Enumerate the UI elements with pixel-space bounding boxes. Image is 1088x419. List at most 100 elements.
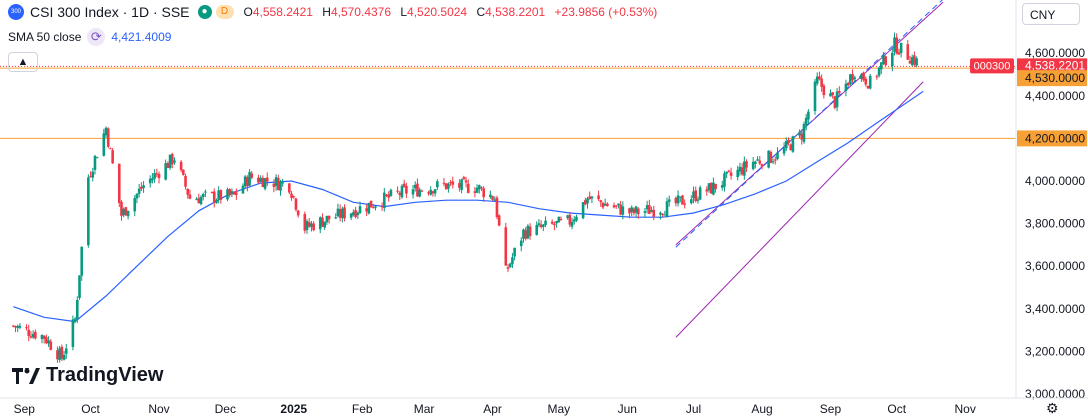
candle [519,237,523,252]
candle [813,78,817,115]
candle-body [76,299,79,320]
candle-body [480,187,483,189]
tradingview-logo: TradingView [12,364,163,387]
time-tick-label: Dec [215,402,236,416]
candle [356,211,360,219]
candle [835,88,839,112]
candle-body [844,83,848,91]
candle-body [822,85,826,96]
candle [581,201,585,220]
candle-body [327,215,331,220]
candle-body [288,183,291,193]
candle-body [122,208,125,216]
market-open-icon[interactable]: ● [197,5,212,19]
candle [27,324,31,342]
candle [674,196,678,207]
candle [482,186,486,202]
candle-body [356,212,360,216]
candle-body [789,144,793,151]
candle-body [838,91,841,93]
candle [570,217,574,230]
candle-body [913,55,916,65]
candle-body [126,210,130,217]
candle [553,221,556,231]
symbol-title[interactable]: CSI 300 Index · 1D · SSE [30,4,190,20]
candle-body [849,74,852,85]
candle [630,205,633,217]
candle-body [307,222,311,227]
candle [201,192,205,201]
candle [617,203,620,209]
sma-legend[interactable]: SMA 50 close ⟳ 4,421.4009 [8,28,171,46]
candle-body [815,76,819,84]
candle-body [787,139,790,143]
candle [217,186,220,204]
candle [142,181,145,193]
candle-body [166,163,170,168]
currency-button[interactable]: CNY [1022,3,1080,25]
candle-body [751,161,755,170]
candle [137,183,141,198]
candle [76,296,79,324]
candle-body [504,227,508,266]
candle [60,344,64,362]
candle [93,154,97,175]
candle [429,186,432,196]
candle [78,275,81,300]
candle-body [40,335,44,340]
candle-body [617,203,620,206]
candle-body [71,319,75,347]
candle-body [800,133,804,140]
low-label: L [400,5,408,19]
candle-body [798,132,801,136]
candle-body [667,199,671,202]
collapse-legend-button[interactable]: ▲ [8,52,38,72]
candle-body [692,191,695,199]
candle [405,182,408,198]
candle [466,179,470,194]
delayed-data-icon[interactable]: D [215,5,234,19]
candle-body [60,346,64,359]
candle-body [557,216,561,223]
candle-body [14,325,17,328]
candle [754,160,757,169]
candle [709,182,713,194]
candle-body [323,221,326,228]
candle-body [586,198,589,204]
candle [606,202,609,207]
candle [895,33,899,55]
candle-body [619,204,622,215]
candle [338,204,342,222]
candle-body [358,206,362,214]
candle [451,176,455,189]
candle [307,218,311,228]
candle [678,196,682,203]
candle-body [601,202,605,208]
candle [637,207,640,219]
gear-icon[interactable]: ⚙ [1046,400,1059,416]
candle-body [802,124,806,142]
candle-body [16,326,19,328]
candle [321,213,324,228]
candle [632,207,636,216]
candle [122,207,125,218]
cycle-icon[interactable]: ⟳ [87,28,106,46]
candle-body [49,341,53,350]
candle-body [637,208,640,215]
candle-body [782,147,786,154]
candle [259,175,262,183]
candle [663,210,667,216]
candle-body [325,215,329,223]
symbol-logo[interactable]: 300 [8,4,24,20]
candle-body [104,127,108,136]
candle [336,203,340,218]
candle-body [727,170,731,172]
candle [62,350,66,361]
candle-body [833,96,837,108]
candle [720,180,724,191]
candle [458,179,461,192]
candle [290,190,293,201]
candle [56,346,59,363]
candle-body [464,180,468,183]
